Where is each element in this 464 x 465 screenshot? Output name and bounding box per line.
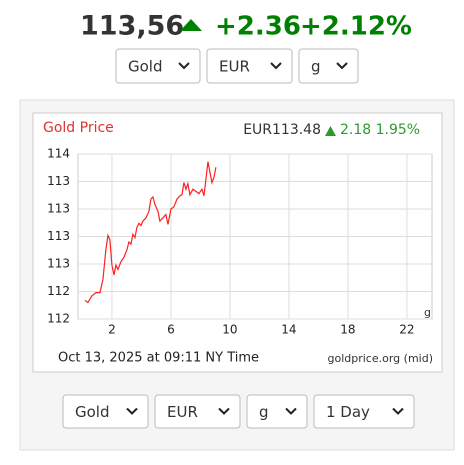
dropdown-value: Gold [128,58,163,76]
chevron [218,407,230,415]
y-tick-label: 114 [47,147,70,161]
price: 113,56 [80,11,184,42]
chevron [178,62,190,70]
y-tick-label: 112 [47,312,70,326]
dropdown[interactable]: 1 Day [313,394,415,429]
x-tick-label: 22 [399,323,414,337]
dropdown[interactable]: g [298,48,359,84]
dropdown-value: 1 Day [326,403,370,421]
dropdown-value: EUR [167,403,198,421]
dropdown-box [206,48,293,84]
change: +2.36 [215,12,301,42]
dropdown[interactable]: EUR [154,394,241,429]
source: goldprice.org (mid) [328,352,434,365]
dropdown-box [298,48,359,84]
dropdown-value: EUR [219,58,250,76]
x-tick-label: 14 [281,323,296,337]
x-tick-label: 2 [108,323,116,337]
chevron [336,62,348,70]
caption: Oct 13, 2025 at 09:11 NY Time [58,351,259,366]
y-tick-label: 113 [47,229,70,243]
quote-arrow [325,126,336,136]
dropdown[interactable]: Gold [115,48,201,84]
chevron [126,407,138,415]
dropdown[interactable]: Gold [62,394,149,429]
dropdown-value: g [259,403,269,421]
dropdown-box [246,394,308,429]
chevron [285,407,297,415]
dropdown[interactable]: g [246,394,308,429]
y-tick-label: 113 [47,174,70,188]
unit-label: g [424,306,431,319]
dropdown-box [154,394,241,429]
chart-box [32,112,443,373]
dropdown[interactable]: EUR [206,48,293,84]
change-pct: +2.12% [300,12,412,42]
x-tick-label: 10 [222,323,237,337]
dropdown-value: g [311,58,321,76]
x-tick-label: 6 [167,323,175,337]
dropdown-box [115,48,201,84]
quote-change: 2.18 1.95% [340,122,420,138]
quote: EUR113.48 [243,122,321,138]
y-tick-label: 113 [47,257,70,271]
dropdown-box [313,394,415,429]
y-tick-label: 112 [47,284,70,298]
chevron [270,62,282,70]
chart-title: Gold Price [43,120,114,136]
x-tick-label: 18 [340,323,355,337]
dropdown-value: Gold [75,403,110,421]
up-arrow [180,19,202,31]
y-tick-label: 113 [47,202,70,216]
price-line [84,161,217,304]
chevron [392,407,404,415]
dropdown-box [62,394,149,429]
